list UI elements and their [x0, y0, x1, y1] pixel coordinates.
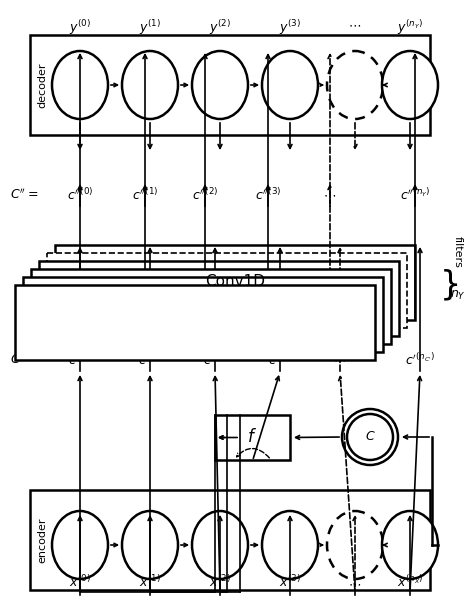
Text: $y^{(2)}$: $y^{(2)}$ — [209, 18, 231, 37]
Text: $x^{(n_X)}$: $x^{(n_X)}$ — [397, 574, 423, 590]
Bar — [55, 245, 415, 320]
Text: $c''^{(n_Y)}$: $c''^{(n_Y)}$ — [400, 187, 430, 203]
Ellipse shape — [382, 511, 438, 579]
Ellipse shape — [122, 51, 178, 119]
Bar — [30, 35, 430, 135]
Ellipse shape — [382, 51, 438, 119]
Ellipse shape — [262, 51, 318, 119]
Text: $y^{(3)}$: $y^{(3)}$ — [279, 18, 301, 37]
Text: decoder: decoder — [37, 62, 47, 108]
Text: }: } — [440, 269, 461, 301]
Text: $c'^{(3)}$: $c'^{(3)}$ — [268, 352, 292, 368]
Ellipse shape — [122, 511, 178, 579]
Text: $\cdots$: $\cdots$ — [348, 18, 362, 31]
Text: $c''^{(3)}$: $c''^{(3)}$ — [255, 187, 281, 203]
Text: $x^{(0)}$: $x^{(0)}$ — [69, 574, 91, 590]
Text: $x^{(2)}$: $x^{(2)}$ — [209, 574, 231, 590]
Circle shape — [347, 414, 393, 460]
Circle shape — [342, 409, 398, 465]
Text: $y^{(0)}$: $y^{(0)}$ — [69, 18, 91, 37]
Bar — [39, 261, 399, 336]
Text: $c'^{(2)}$: $c'^{(2)}$ — [203, 352, 227, 368]
Text: Conv1D: Conv1D — [205, 274, 265, 289]
Text: $y^{(n_Y)}$: $y^{(n_Y)}$ — [397, 18, 423, 37]
Text: filters: filters — [453, 236, 463, 268]
Text: $c''^{(1)}$: $c''^{(1)}$ — [132, 187, 158, 203]
Bar — [30, 490, 430, 590]
Ellipse shape — [192, 511, 248, 579]
Text: $n_Y$: $n_Y$ — [450, 289, 466, 301]
Bar — [31, 269, 391, 344]
Text: $C$: $C$ — [365, 431, 375, 443]
Bar — [15, 285, 375, 360]
Text: $c''^{(0)}$: $c''^{(0)}$ — [67, 187, 93, 203]
Text: $\cdots$: $\cdots$ — [334, 353, 346, 367]
Bar — [23, 277, 383, 352]
Ellipse shape — [327, 51, 383, 119]
Text: encoder: encoder — [37, 517, 47, 563]
Text: $x^{(3)}$: $x^{(3)}$ — [279, 574, 301, 590]
Ellipse shape — [52, 51, 108, 119]
Text: $c''^{(2)}$: $c''^{(2)}$ — [192, 187, 218, 203]
Text: $c'^{(0)}$: $c'^{(0)}$ — [68, 352, 92, 368]
Bar — [47, 253, 407, 328]
Ellipse shape — [192, 51, 248, 119]
Text: $\cdots$: $\cdots$ — [348, 577, 362, 590]
Ellipse shape — [262, 511, 318, 579]
Ellipse shape — [327, 511, 383, 579]
Bar — [215, 415, 290, 460]
Text: $\cdots$: $\cdots$ — [323, 188, 337, 202]
Ellipse shape — [52, 511, 108, 579]
Text: $x^{(1)}$: $x^{(1)}$ — [139, 574, 161, 590]
Text: $c'^{(1)}$: $c'^{(1)}$ — [138, 352, 162, 368]
Text: $f$: $f$ — [247, 428, 257, 446]
Text: $C'' = $: $C'' = $ — [10, 188, 38, 202]
Text: $y^{(1)}$: $y^{(1)}$ — [139, 18, 161, 37]
Text: $c'^{(n_{C'})}$: $c'^{(n_{C'})}$ — [405, 352, 435, 368]
Text: $C' = $: $C' = $ — [10, 353, 36, 367]
